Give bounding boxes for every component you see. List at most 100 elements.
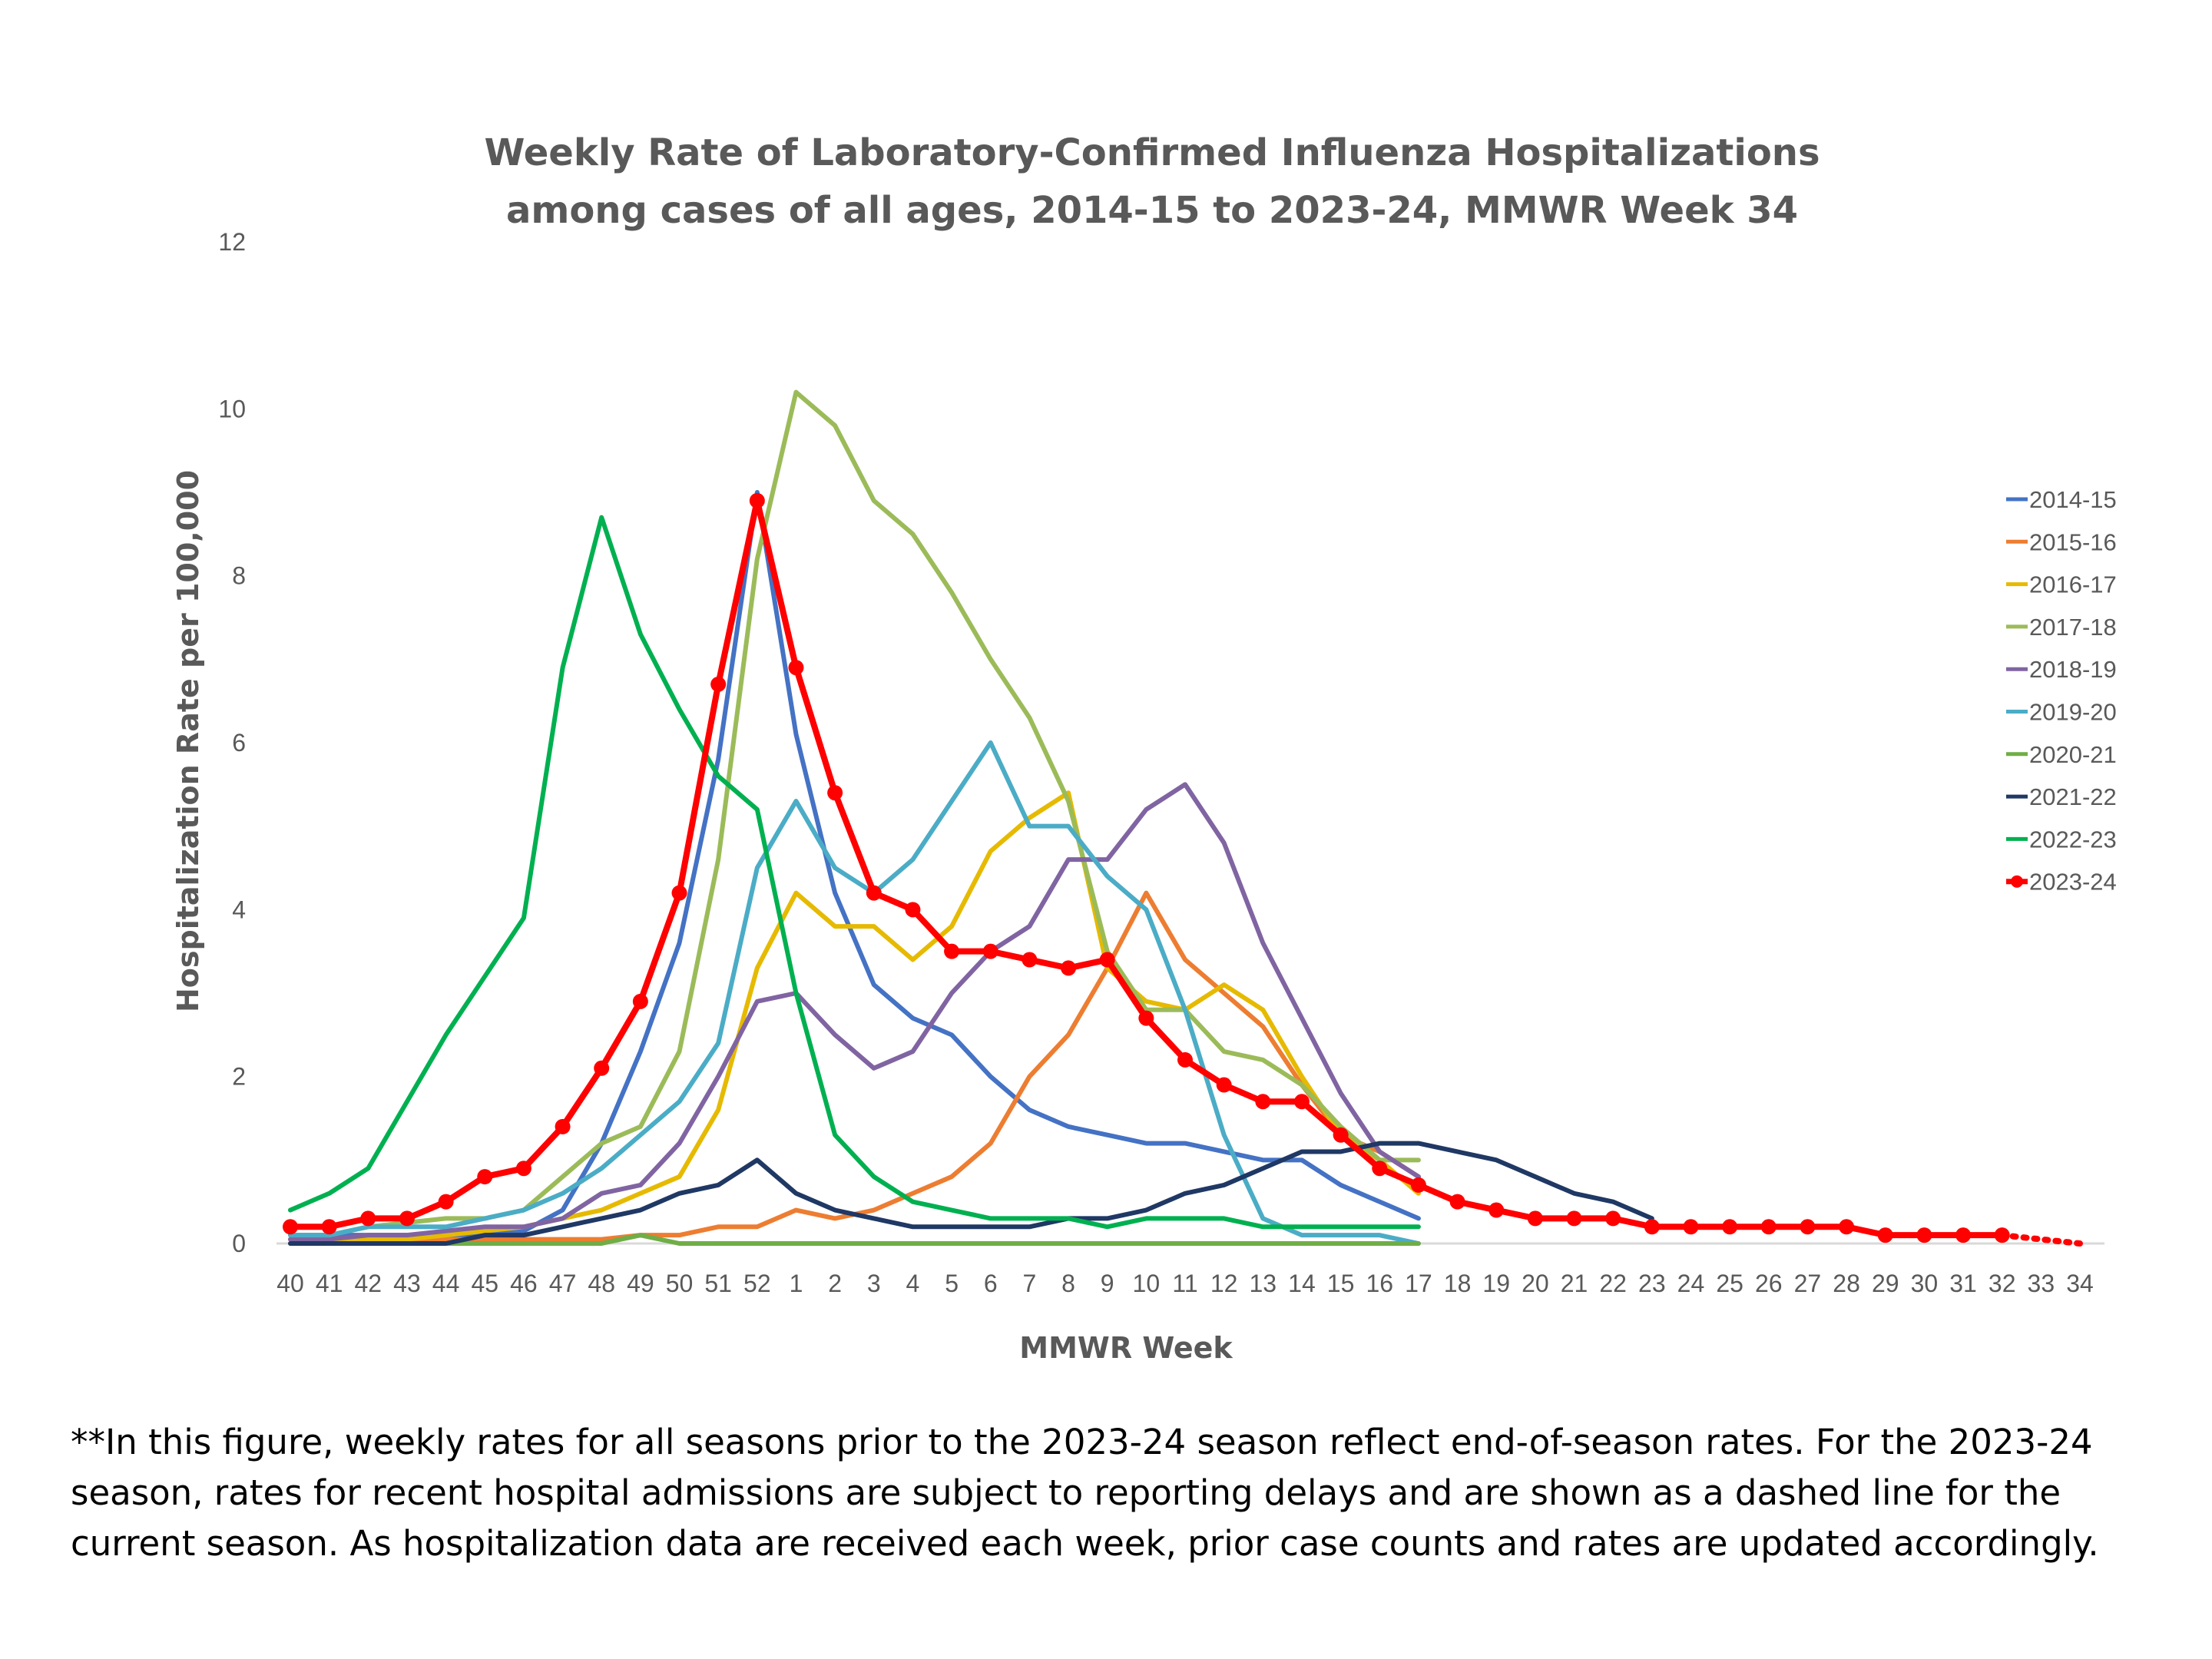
data-point (1138, 1010, 1154, 1026)
y-tick-label: 10 (218, 395, 246, 422)
legend-item: 2021-22 (2006, 783, 2117, 810)
series-line (288, 515, 1421, 1230)
x-tick-label: 22 (1599, 1270, 1627, 1297)
series-line (287, 497, 2005, 1239)
x-tick-label: 21 (1561, 1270, 1588, 1297)
data-point (1099, 952, 1115, 968)
series-line (288, 740, 1421, 1246)
data-point (866, 885, 882, 901)
data-point (515, 1161, 531, 1177)
x-tick-label: 18 (1444, 1270, 1472, 1297)
footnote: **In this figure, weekly rates for all s… (71, 1422, 2099, 1564)
data-point (1916, 1227, 1932, 1243)
y-tick-label: 4 (232, 896, 246, 923)
data-point (1722, 1219, 1738, 1235)
data-point (1449, 1194, 1465, 1210)
x-tick-label: 14 (1288, 1270, 1316, 1297)
data-point (982, 943, 998, 959)
legend-marker (2011, 875, 2023, 888)
data-point (1022, 952, 1038, 968)
series-line (288, 389, 1421, 1238)
legend-item: 2018-19 (2006, 656, 2117, 683)
data-point (321, 1219, 337, 1235)
legend-item: 2020-21 (2006, 741, 2117, 768)
x-tick-label: 19 (1482, 1270, 1510, 1297)
data-point (1877, 1227, 1893, 1243)
data-point (1177, 1051, 1193, 1068)
data-point (1605, 1210, 1621, 1227)
data-point (1061, 960, 1077, 976)
y-tick-label: 12 (218, 228, 246, 256)
x-tick-label: 52 (743, 1270, 771, 1297)
x-tick-label: 28 (1833, 1270, 1860, 1297)
data-point (710, 676, 727, 692)
data-point (283, 1219, 298, 1235)
series-line-dashed (1998, 1232, 2083, 1247)
x-tick-label: 20 (1522, 1270, 1549, 1297)
x-tick-label: 48 (588, 1270, 615, 1297)
legend: 2014-15 2015-16 2016-17 2017-18 2018-19 2019-… (2006, 486, 2117, 896)
x-tick-label: 31 (1949, 1270, 1977, 1297)
x-tick-label: 24 (1677, 1270, 1705, 1297)
x-tick-label: 45 (471, 1270, 498, 1297)
x-tick-label: 46 (510, 1270, 538, 1297)
data-point (1800, 1219, 1816, 1235)
x-tick-label: 34 (2066, 1270, 2094, 1297)
series-2016-17 (288, 790, 1421, 1246)
data-point (1372, 1161, 1388, 1177)
x-tick-label: 49 (627, 1270, 654, 1297)
data-point (555, 1118, 571, 1134)
x-tick-label: 3 (867, 1270, 881, 1297)
x-tick-label: 4 (906, 1270, 920, 1297)
data-point (1527, 1210, 1543, 1227)
series-line (288, 790, 1421, 1246)
legend-item: 2017-18 (2006, 614, 2117, 641)
legend-label: 2019-20 (2029, 699, 2117, 726)
x-tick-label: 42 (355, 1270, 382, 1297)
series-2017-18 (288, 389, 1421, 1238)
x-tick-label: 29 (1872, 1270, 1899, 1297)
x-tick-label: 33 (2028, 1270, 2055, 1297)
x-tick-label: 12 (1210, 1270, 1238, 1297)
x-tick-label: 16 (1366, 1270, 1393, 1297)
x-tick-label: 2 (828, 1270, 842, 1297)
series-2021-22 (288, 1141, 1654, 1246)
data-point (1644, 1219, 1660, 1235)
legend-label: 2017-18 (2029, 614, 2117, 641)
series-line (288, 782, 1421, 1242)
series-line (288, 490, 1421, 1238)
legend-label: 2018-19 (2029, 656, 2117, 683)
x-tick-label: 50 (666, 1270, 694, 1297)
y-axis-ticks: 0 2 4 6 8 10 12 (218, 228, 246, 1257)
data-point (1760, 1219, 1777, 1235)
x-tick-label: 26 (1755, 1270, 1783, 1297)
data-point (788, 660, 804, 676)
x-tick-label: 10 (1133, 1270, 1161, 1297)
y-tick-label: 8 (232, 562, 246, 590)
chart-title-line-2: among cases of all ages, 2014-15 to 2023… (506, 189, 1798, 232)
legend-item: 2022-23 (2006, 826, 2117, 853)
data-point (1566, 1210, 1582, 1227)
series-line (288, 1233, 1421, 1246)
x-tick-label: 44 (432, 1270, 460, 1297)
data-point (1216, 1077, 1232, 1093)
legend-item: 2014-15 (2006, 486, 2117, 513)
y-tick-label: 2 (232, 1063, 246, 1091)
legend-label: 2023-24 (2029, 869, 2117, 896)
data-point (1839, 1219, 1855, 1235)
x-tick-label: 40 (276, 1270, 304, 1297)
x-tick-label: 25 (1716, 1270, 1743, 1297)
x-tick-label: 6 (984, 1270, 998, 1297)
data-point (477, 1169, 493, 1185)
legend-label: 2020-21 (2029, 741, 2117, 768)
legend-item: 2019-20 (2006, 699, 2117, 726)
x-tick-label: 32 (1988, 1270, 2016, 1297)
data-point (1255, 1094, 1271, 1110)
x-tick-label: 30 (1911, 1270, 1939, 1297)
series-2023-24 (283, 492, 2083, 1247)
legend-item: 2015-16 (2006, 528, 2117, 555)
data-point (1293, 1094, 1310, 1110)
data-point (438, 1194, 454, 1210)
data-point (749, 492, 765, 508)
